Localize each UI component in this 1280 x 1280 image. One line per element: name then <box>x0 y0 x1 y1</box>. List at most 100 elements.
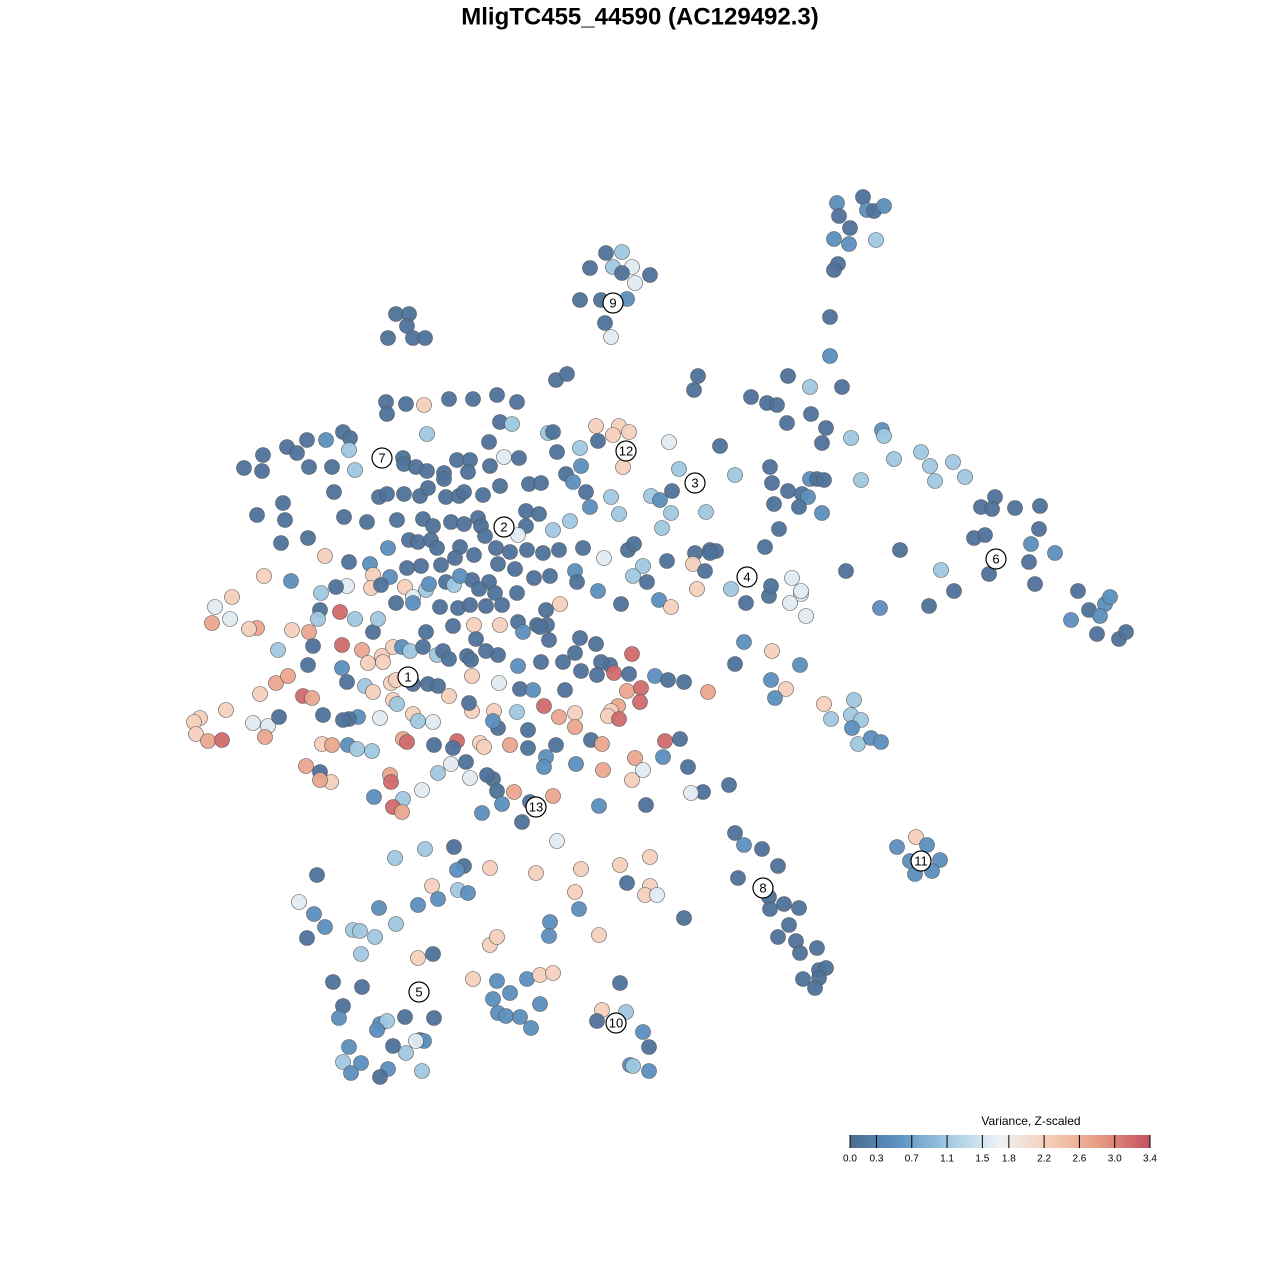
point <box>621 424 637 440</box>
point <box>256 568 272 584</box>
cluster-label: 4 <box>743 569 750 584</box>
cluster-label: 11 <box>914 853 928 868</box>
point <box>552 596 568 612</box>
point <box>341 442 357 458</box>
point <box>572 630 588 646</box>
point <box>536 698 552 714</box>
point <box>850 736 866 752</box>
point <box>685 556 701 572</box>
point <box>676 674 692 690</box>
point <box>639 574 655 590</box>
point <box>781 917 797 933</box>
point <box>460 885 476 901</box>
point <box>596 550 612 566</box>
point <box>491 675 507 691</box>
cluster-label: 12 <box>619 443 633 458</box>
point <box>1070 583 1086 599</box>
point <box>416 397 432 413</box>
point <box>300 657 316 673</box>
point <box>782 595 798 611</box>
point <box>776 896 792 912</box>
point <box>846 692 862 708</box>
point <box>371 900 387 916</box>
point <box>489 973 505 989</box>
point <box>489 929 505 945</box>
point <box>727 656 743 672</box>
point <box>328 579 344 595</box>
point <box>496 449 512 465</box>
cluster-badge <box>985 548 1007 570</box>
point <box>1027 576 1043 592</box>
colorbar-gradient <box>850 1135 1150 1148</box>
point <box>671 461 687 477</box>
point <box>379 406 395 422</box>
point <box>541 632 557 648</box>
point <box>593 654 609 670</box>
point <box>957 469 973 485</box>
point <box>305 638 321 654</box>
point <box>594 736 610 752</box>
point <box>255 447 271 463</box>
point <box>766 496 782 512</box>
point <box>635 1024 651 1040</box>
point <box>977 527 993 543</box>
point <box>762 901 778 917</box>
point <box>842 220 858 236</box>
point <box>984 501 1000 517</box>
point <box>843 430 859 446</box>
point <box>723 581 739 597</box>
point <box>621 666 637 682</box>
point <box>324 737 340 753</box>
point <box>249 507 265 523</box>
point <box>727 467 743 483</box>
point <box>712 438 728 454</box>
point <box>299 930 315 946</box>
point <box>218 702 234 718</box>
point <box>642 267 658 283</box>
point <box>313 585 329 601</box>
point <box>573 458 589 474</box>
point <box>369 1022 385 1038</box>
point <box>892 542 908 558</box>
point <box>441 391 457 407</box>
point <box>299 432 315 448</box>
point <box>627 750 643 766</box>
point <box>372 710 388 726</box>
point <box>388 916 404 932</box>
cluster-badge <box>684 472 706 494</box>
point <box>398 1045 414 1061</box>
point <box>562 513 578 529</box>
point <box>396 486 412 502</box>
point <box>520 740 536 756</box>
point <box>528 865 544 881</box>
point <box>642 849 658 865</box>
point <box>317 548 333 564</box>
point <box>689 581 705 597</box>
legend-title: Variance, Z-scaled <box>981 1114 1080 1128</box>
point <box>627 275 643 291</box>
point <box>298 758 314 774</box>
point <box>433 557 449 573</box>
point <box>664 483 680 499</box>
point <box>465 391 481 407</box>
point <box>829 195 845 211</box>
point <box>542 914 558 930</box>
point <box>1118 624 1134 640</box>
point <box>591 798 607 814</box>
point <box>946 583 962 599</box>
point <box>446 839 462 855</box>
point <box>686 382 702 398</box>
point <box>429 540 445 556</box>
cluster-label: 3 <box>691 475 698 490</box>
point <box>280 668 296 684</box>
point <box>476 739 492 755</box>
point <box>420 480 436 496</box>
cluster-badge <box>493 516 515 538</box>
point <box>317 919 333 935</box>
point <box>494 796 510 812</box>
point <box>425 714 441 730</box>
point <box>1031 521 1047 537</box>
point <box>306 906 322 922</box>
point <box>698 504 714 520</box>
point <box>535 545 551 561</box>
